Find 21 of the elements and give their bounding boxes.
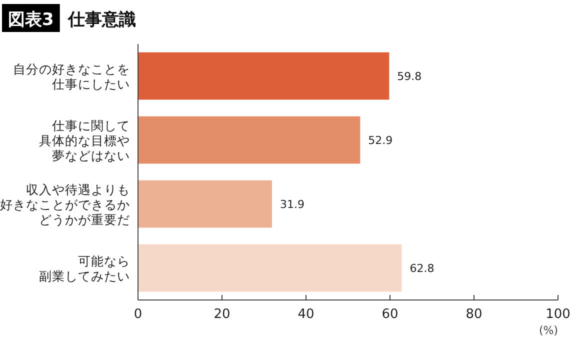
x-tick-label: 100: [546, 307, 570, 322]
x-axis-title: (%): [538, 324, 558, 337]
y-tick-label: 収入や待遇よりも好きなことができるかどうかが重要だ: [0, 182, 130, 227]
data-label: 59.8: [397, 70, 422, 83]
y-tick-label: 自分の好きなことを仕事にしたい: [13, 62, 130, 92]
chart-title: 図表3: [8, 10, 54, 30]
bar: [138, 116, 360, 164]
data-label: 31.9: [280, 198, 304, 211]
chart-subtitle: 仕事意識: [66, 10, 136, 30]
x-tick-label: 40: [298, 307, 314, 322]
x-tick-label: 80: [466, 307, 482, 322]
bar: [138, 52, 390, 100]
x-tick-label: 20: [214, 307, 230, 322]
bar: [138, 244, 402, 292]
x-tick-label: 60: [382, 307, 398, 322]
x-tick-label: 0: [134, 307, 142, 322]
data-label: 62.8: [410, 262, 434, 275]
bar: [138, 180, 272, 228]
y-tick-label: 仕事に関して具体的な目標や夢などはない: [39, 118, 130, 163]
data-label: 52.9: [368, 134, 393, 147]
y-tick-label: 可能なら副業してみたい: [39, 254, 130, 284]
